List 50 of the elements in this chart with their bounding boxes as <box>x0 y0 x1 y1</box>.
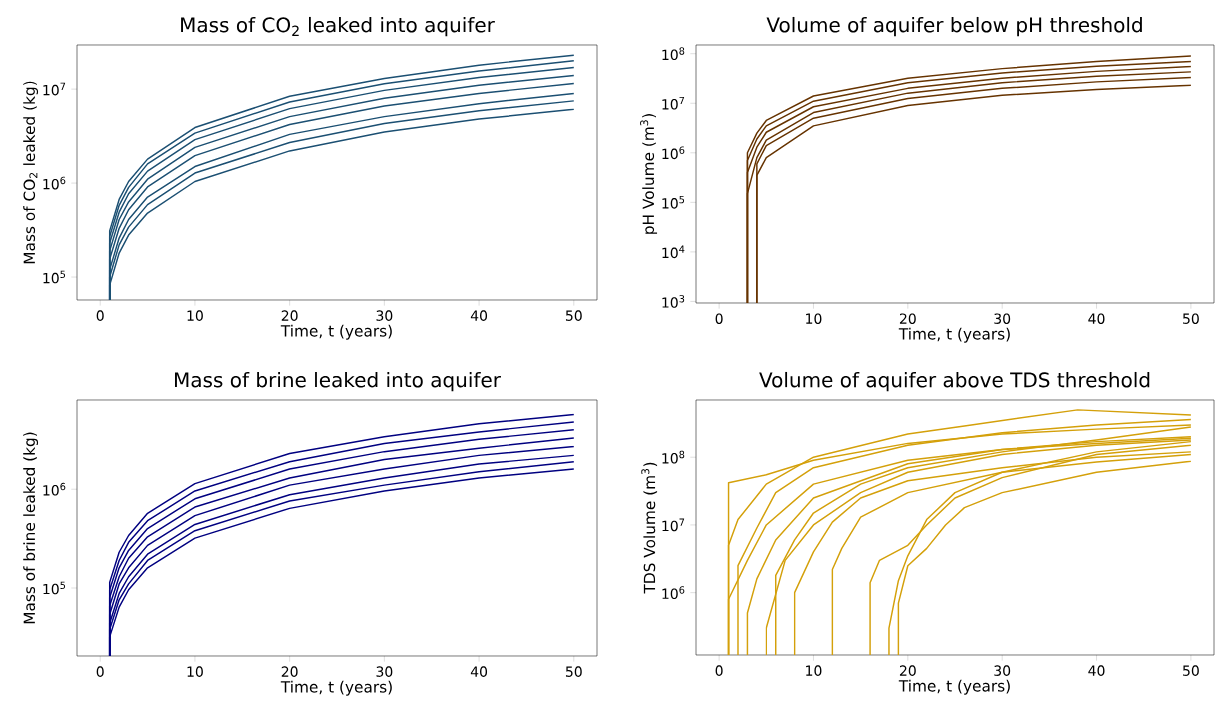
x-tick-label: 50 <box>1183 665 1199 676</box>
x-tick-label: 30 <box>994 313 1011 324</box>
x-tick-label: 10 <box>806 313 822 324</box>
chart-title: Volume of aquifer above TDS threshold <box>759 371 1150 392</box>
x-tick-label: 0 <box>96 310 104 321</box>
x-tick-label: 40 <box>470 310 488 321</box>
x-tick-label: 40 <box>1088 313 1105 324</box>
y-tick-label: 10$^{5}$ <box>662 196 685 209</box>
x-tick-label: 10 <box>806 665 822 676</box>
x-tick-label: 0 <box>96 666 104 677</box>
x-tick-label: 40 <box>1088 665 1105 676</box>
y-tick-label: 10$^{7}$ <box>662 518 685 532</box>
chart-title: Mass of CO$_{2}$ leaked into aquifer <box>181 16 495 37</box>
x-tick-label: 50 <box>565 666 582 677</box>
x-tick-label: 50 <box>565 310 582 321</box>
y-axis-title: Mass of CO$_{2}$ leaked (kg) <box>23 81 39 264</box>
x-tick-label: 30 <box>376 310 393 321</box>
y-tick-label: 10$^{6}$ <box>43 176 66 190</box>
y-tick-label: 10$^{3}$ <box>662 295 685 308</box>
y-axis-title: pH Volume (m$^{3}$) <box>640 114 658 234</box>
x-tick-label: 20 <box>281 666 298 677</box>
y-tick-label: 10$^{5}$ <box>43 581 66 595</box>
x-tick-label: 40 <box>470 666 488 677</box>
x-axis-title: Time, t (years) <box>898 679 1010 695</box>
x-tick-label: 0 <box>715 313 723 324</box>
y-tick-label: 10$^{5}$ <box>43 270 66 284</box>
x-tick-label: 30 <box>994 665 1011 676</box>
y-tick-label: 10$^{8}$ <box>662 450 685 464</box>
x-axis-title: Time, t (years) <box>280 680 392 696</box>
chart-title: Mass of brine leaked into aquifer <box>175 371 501 392</box>
y-tick-label: 10$^{6}$ <box>43 482 66 496</box>
y-tick-label: 10$^{4}$ <box>662 245 685 259</box>
chart-title: Volume of aquifer below pH threshold <box>766 16 1142 37</box>
x-axis-title: Time, t (years) <box>280 324 392 340</box>
y-axis-title: TDS Volume (m$^{3}$) <box>641 462 658 594</box>
x-tick-label: 20 <box>899 313 916 324</box>
y-axis-title: Mass of brine leaked (kg) <box>23 432 39 624</box>
x-tick-label: 10 <box>187 666 203 677</box>
x-tick-label: 50 <box>1183 313 1199 324</box>
x-tick-label: 20 <box>281 310 298 321</box>
y-tick-label: 10$^{6}$ <box>662 146 685 160</box>
y-tick-label: 10$^{6}$ <box>662 586 685 600</box>
x-axis-title: Time, t (years) <box>898 327 1010 343</box>
x-tick-label: 20 <box>899 665 916 676</box>
y-tick-label: 10$^{8}$ <box>662 47 685 61</box>
y-tick-label: 10$^{7}$ <box>43 82 66 96</box>
x-tick-label: 30 <box>376 666 393 677</box>
x-tick-label: 0 <box>715 665 723 676</box>
x-tick-label: 10 <box>187 310 203 321</box>
y-tick-label: 10$^{7}$ <box>662 96 685 110</box>
